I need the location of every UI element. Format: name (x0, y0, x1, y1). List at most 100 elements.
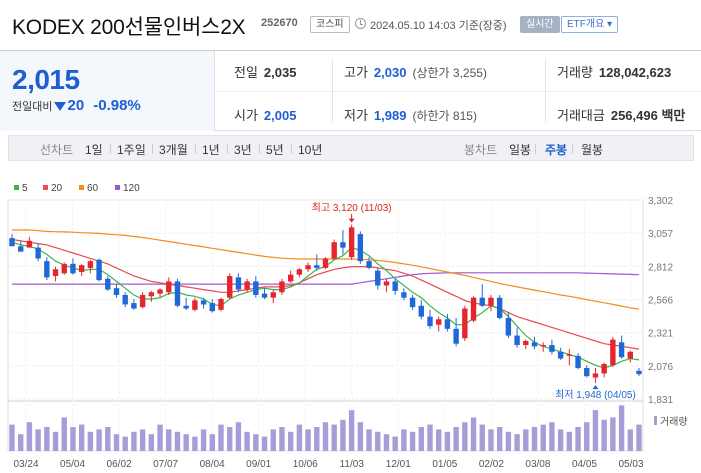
page-title: KODEX 200선물인버스2X (12, 16, 246, 39)
candle-body (427, 316, 433, 327)
volume-bar (305, 429, 311, 451)
volume-bar (523, 429, 529, 451)
candle-body (488, 297, 494, 306)
candle-body (183, 305, 189, 309)
volume-bar (244, 431, 250, 451)
volume-bar (375, 431, 381, 451)
legend-label: 5 (22, 183, 28, 194)
candle-body (235, 277, 242, 290)
period-3y[interactable]: 3년 (234, 143, 252, 157)
legend-swatch (14, 185, 19, 190)
volume-bar (392, 436, 398, 451)
candle-body (35, 247, 41, 259)
candle-body (253, 281, 259, 295)
candle-body (9, 238, 15, 247)
x-tick-label: 04/05 (572, 459, 597, 470)
candle-body (348, 227, 355, 258)
candle-body (557, 351, 564, 359)
candle-chart-label: 봉차트 (464, 143, 498, 157)
ma60-line (12, 229, 640, 310)
candle-weekly[interactable]: 주봉 (545, 143, 568, 157)
candle-body (392, 281, 398, 291)
candle-monthly[interactable]: 월봉 (581, 143, 604, 157)
period-1d[interactable]: 1일 (85, 143, 103, 157)
etf-overview-button[interactable]: ETF개요 ▾ (561, 16, 619, 33)
legend-label: 20 (51, 183, 63, 194)
candle-body (139, 294, 146, 308)
candle-body (261, 293, 268, 298)
legend-swatch (115, 185, 120, 190)
candle-body (52, 269, 59, 277)
period-1y[interactable]: 1년 (202, 143, 220, 157)
volume-bar (200, 429, 207, 451)
volume-bar (192, 436, 198, 451)
volume-bar (183, 434, 189, 451)
realtime-button[interactable]: 실시간 (520, 16, 560, 33)
x-tick-label: 02/02 (479, 459, 504, 470)
volume-bar (505, 431, 512, 451)
volume-bar (270, 429, 276, 451)
volume-bar (174, 431, 181, 451)
volume-bar (96, 429, 102, 451)
x-tick-label: 06/02 (107, 459, 132, 470)
candle-body (340, 242, 346, 248)
candle-body (78, 265, 85, 272)
volume-bar (87, 431, 94, 451)
divider (545, 59, 546, 123)
candle-body (287, 274, 294, 282)
candle-body (505, 317, 512, 336)
volume-bar (444, 431, 451, 451)
candle-body (592, 373, 599, 378)
legend-swatch (79, 185, 84, 190)
volume-bar (287, 431, 294, 451)
divider (332, 59, 333, 123)
volume-bar (584, 422, 590, 451)
period-1w[interactable]: 1주일 (117, 143, 146, 157)
volume-bar (209, 434, 215, 451)
y-tick-label: 2,321 (648, 329, 673, 340)
volume-bar (314, 427, 320, 451)
max-annotation: 최고 3,120 (11/03) (312, 202, 392, 214)
candle-body (227, 276, 233, 298)
volume-bar (601, 419, 607, 451)
candle-body (314, 265, 320, 268)
change-label: 전일대비 (12, 101, 53, 113)
price-change: 전일대비 20 -0.98% (12, 97, 141, 114)
volume-bar (18, 434, 24, 451)
candle-body (192, 300, 198, 310)
candle-body (113, 288, 120, 295)
candle-body (279, 281, 285, 293)
candle-body (18, 246, 24, 252)
price-chart[interactable]: 3,302 3,057 2,812 2,566 2,321 2,076 1,831 03/24… (0, 175, 701, 473)
candle-daily[interactable]: 일봉 (509, 143, 532, 157)
candlestick-chart[interactable]: 3,302 3,057 2,812 2,566 2,321 2,076 1,831 03/24… (0, 175, 701, 473)
candle-body (601, 363, 607, 374)
volume-bar (549, 422, 555, 451)
y-tick-label: 3,057 (648, 229, 673, 240)
down-triangle-icon (54, 102, 67, 111)
period-10y[interactable]: 10년 (298, 143, 323, 157)
volume-bar (531, 427, 538, 451)
volume-bar (139, 429, 146, 451)
volume-bar (218, 424, 224, 451)
volume-bar (157, 424, 163, 451)
candle-body (366, 261, 372, 268)
volume-bar (453, 427, 459, 451)
x-tick-label: 10/06 (293, 459, 318, 470)
volume-bar (253, 434, 259, 451)
x-tick-label: 05/03 (618, 459, 643, 470)
candle-body (70, 263, 76, 274)
candle-body (401, 292, 407, 298)
candle-body (148, 292, 155, 297)
period-5y[interactable]: 5년 (266, 143, 284, 157)
volume-bar (331, 424, 337, 451)
period-3m[interactable]: 3개월 (159, 143, 188, 157)
market-badge: 코스피 (310, 16, 350, 33)
candle-body (436, 319, 442, 325)
timestamp: 2024.05.10 14:03 기준(장중) (370, 20, 507, 32)
volume-bar (618, 405, 625, 451)
volume-bar (296, 424, 303, 451)
trade-amount: 거래대금 256,496 백만 (557, 108, 686, 123)
candle-body (383, 281, 390, 286)
x-tick-label: 03/08 (525, 459, 550, 470)
